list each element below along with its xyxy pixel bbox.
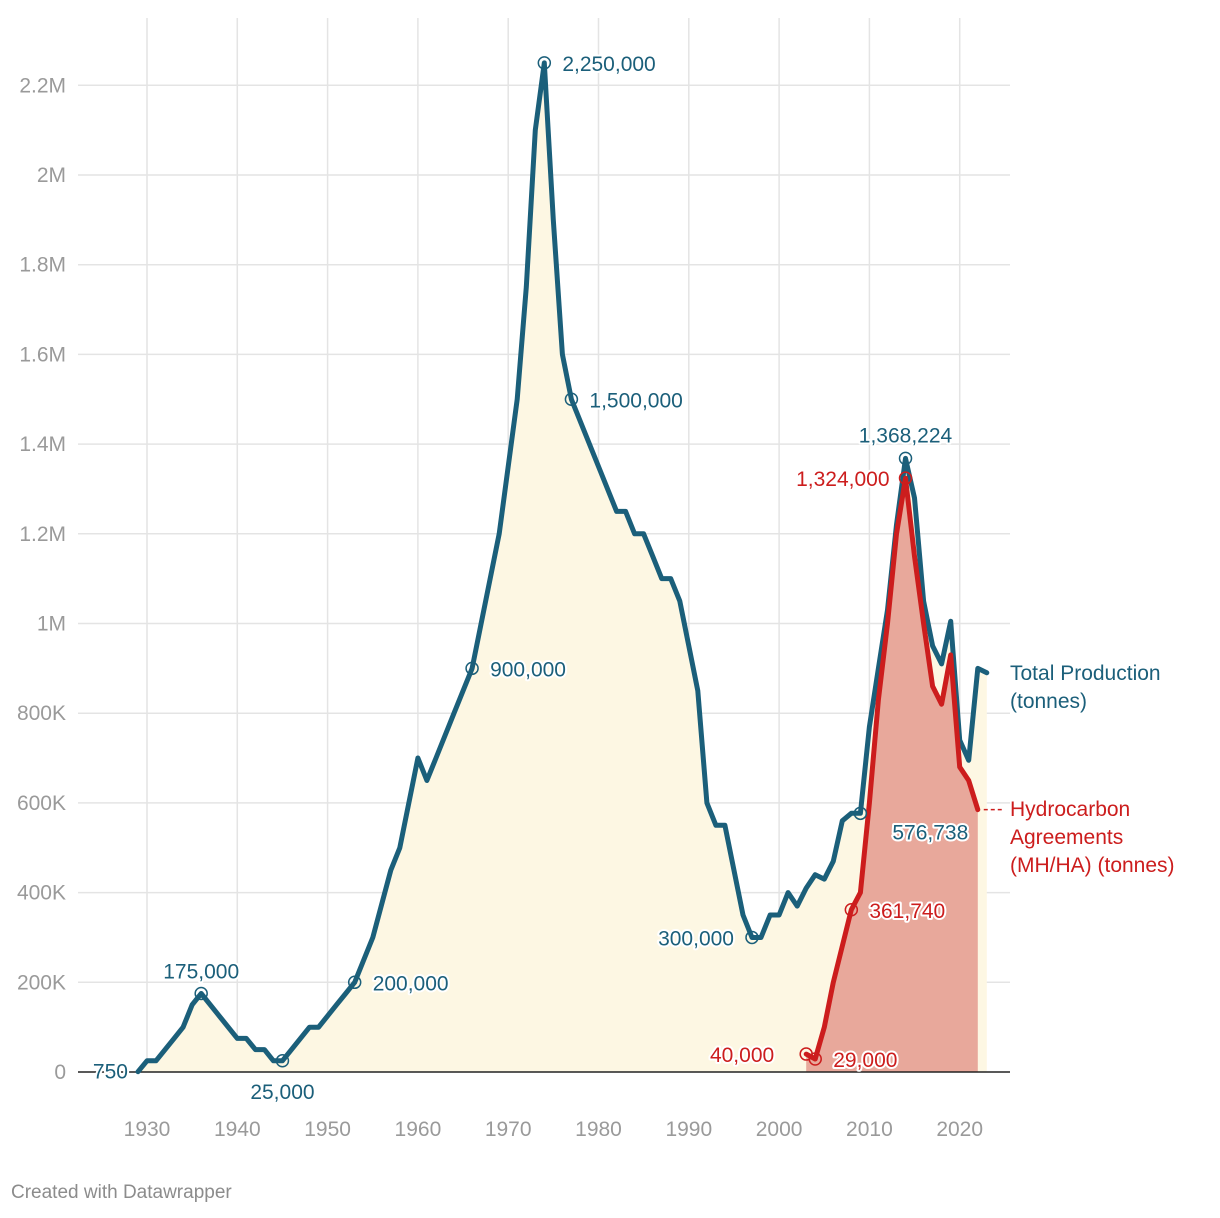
ha-marker [898,471,913,485]
annotation-markers [194,56,913,1068]
series-lines [135,60,990,1075]
y-tick-label: 200K [17,971,66,994]
total-marker-dot [542,61,546,65]
ha-marker-dot [804,1052,808,1056]
y-tick-label: 1.6M [19,343,66,366]
total-marker-dot [903,456,908,460]
x-tick-label: 1930 [124,1118,171,1141]
ha-marker-dot [849,908,853,912]
total-value-label: 175,000 [163,961,239,984]
total-marker [853,806,868,821]
x-tick-label: 1950 [304,1118,351,1141]
ha-marker-dot [903,476,908,480]
x-tick-label: 2020 [936,1118,983,1141]
total-production-series-label: (tonnes) [1010,690,1087,713]
total-marker-dot [750,935,754,940]
y-tick-label: 1.2M [19,523,66,546]
x-tick-label: 1970 [485,1118,532,1141]
total-marker-dot [569,397,574,401]
total-value-label: 2,250,000 [562,53,655,76]
y-tick-label: 1M [37,613,66,636]
total-marker-dot [470,666,474,670]
hydrocarbon-agreements-line [803,475,981,1062]
footer-credit[interactable]: Created with Datawrapper [11,1182,232,1203]
total-marker-dot [280,1059,285,1063]
total-value-label: 576,738 [892,821,968,844]
y-axis-ticks: 0 200K 400K 600K 800K 1M 1.2M 1.4M 1.6M 1.8M 2M 2.2… [17,74,66,1084]
ha-marker [844,903,859,917]
total-marker [194,986,208,1001]
total-marker [347,975,362,990]
y-tick-label: 400K [17,882,66,905]
ha-value-label: 361,740 [869,900,945,923]
total-marker [465,661,479,676]
y-tick-label: 600K [17,792,66,815]
total-marker-dot [353,980,357,984]
x-tick-label: 2010 [846,1118,893,1141]
total-marker [564,392,579,406]
y-tick-label: 2M [37,164,66,187]
y-tick-label: 800K [17,702,66,725]
hydrocarbon-agreements-series-label: Hydrocarbon [1010,798,1130,821]
total-marker-dot [199,991,203,996]
total-production-area [138,62,987,1072]
ha-value-label: 40,000 [710,1044,774,1067]
total-value-label: 200,000 [373,972,449,995]
series-legend: Total Production (tonnes) Hydrocarbon Agree… [983,662,1175,877]
x-tick-label: 1990 [665,1118,712,1141]
total-value-label: 300,000 [658,927,734,950]
total-value-label: 750 [93,1061,128,1084]
total-value-label: 1,500,000 [589,389,682,412]
total-marker [537,56,552,70]
x-tick-label: 1960 [395,1118,442,1141]
y-tick-label: 2.2M [19,74,66,97]
hydrocarbon-agreements-series-label: Agreements [1010,826,1123,849]
y-tick-label: 1.8M [19,254,66,277]
total-marker [898,451,913,466]
total-value-label: 1,368,224 [859,424,953,447]
hydrocarbon-agreements-series-label: (MH/HA) (tonnes) [1010,854,1175,877]
ha-marker-dot [813,1057,817,1061]
ha-value-label: 29,000 [833,1049,897,1072]
total-marker [275,1054,290,1068]
x-tick-label: 2000 [756,1118,803,1141]
annotation-labels: 750 175,000 25,000 200,000 900,000 2,250,000 1… [91,51,970,1106]
x-axis-ticks: 1930 1940 1950 1960 1970 1980 1990 2000 2010 2020 [124,1118,983,1141]
total-marker [745,930,759,945]
x-tick-label: 1940 [214,1118,261,1141]
total-marker-dot [858,811,862,815]
ha-value-label: 1,324,000 [796,468,889,491]
total-production-series-label: Total Production [1010,662,1161,685]
x-tick-label: 1980 [575,1118,622,1141]
total-value-label: 900,000 [490,658,566,681]
total-value-label: 25,000 [250,1081,314,1104]
y-tick-label: 0 [54,1061,66,1084]
ha-marker [808,1052,822,1066]
y-tick-label: 1.4M [19,433,66,456]
total-production-line [135,60,990,1075]
area-fills [138,62,987,1072]
